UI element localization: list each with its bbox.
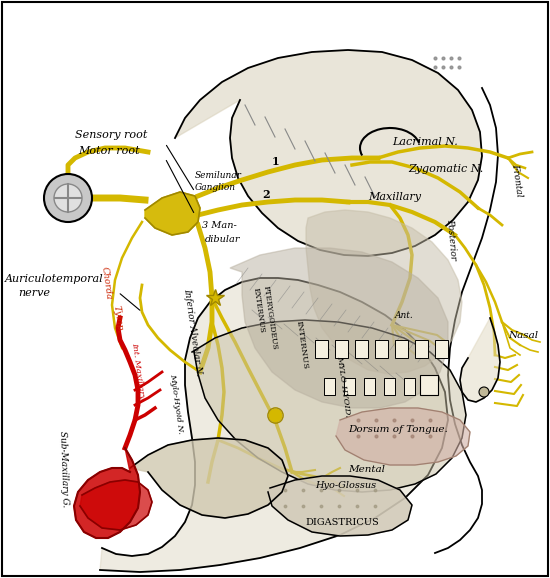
Polygon shape (230, 248, 448, 408)
Bar (395, 340, 408, 358)
Text: Ganglion: Ganglion (195, 183, 236, 192)
Text: Mental: Mental (348, 465, 385, 474)
Bar (420, 375, 438, 395)
Polygon shape (175, 50, 482, 256)
Text: Hyo-Glossus: Hyo-Glossus (315, 481, 376, 490)
Text: MYLO-HYOID.: MYLO-HYOID. (335, 355, 351, 417)
Text: Maxillary: Maxillary (368, 192, 421, 202)
Text: Semilunar: Semilunar (195, 171, 242, 180)
Text: Ant.: Ant. (395, 311, 414, 320)
Circle shape (479, 387, 489, 397)
Text: PTERYGOIDEUS
EXTERNUS: PTERYGOIDEUS EXTERNUS (252, 286, 278, 352)
Text: Sub-Maxillary G.: Sub-Maxillary G. (58, 431, 70, 507)
Text: 3 Man-: 3 Man- (202, 221, 236, 230)
Text: INTERNUS: INTERNUS (295, 320, 310, 370)
Text: Frontal: Frontal (510, 162, 524, 197)
Polygon shape (145, 192, 200, 235)
Polygon shape (74, 448, 140, 538)
Text: Sensory root: Sensory root (75, 130, 147, 140)
Polygon shape (306, 210, 462, 374)
Text: Posterior: Posterior (445, 218, 458, 260)
Circle shape (44, 174, 92, 222)
Polygon shape (268, 476, 412, 536)
Text: Motor root: Motor root (78, 146, 140, 156)
Bar (384, 378, 395, 395)
Text: Inferior Alveolar N.: Inferior Alveolar N. (182, 288, 203, 377)
Text: Tymp.: Tymp. (112, 305, 125, 334)
Polygon shape (130, 438, 288, 518)
Polygon shape (100, 278, 448, 572)
Text: 1: 1 (272, 156, 279, 167)
Bar (404, 378, 415, 395)
Text: Dorsum of Tongue.: Dorsum of Tongue. (348, 425, 448, 434)
Polygon shape (80, 480, 152, 530)
Text: Zygomatic N.: Zygomatic N. (408, 164, 483, 174)
Bar (375, 340, 388, 358)
Text: Auriculotemporal: Auriculotemporal (5, 274, 103, 284)
Text: 2: 2 (262, 189, 270, 200)
Bar (315, 340, 328, 358)
Bar (335, 340, 348, 358)
Text: Int. Maxillary: Int. Maxillary (130, 342, 146, 400)
Text: Lacrimal N.: Lacrimal N. (392, 137, 458, 147)
Bar (344, 378, 355, 395)
Text: Nasal: Nasal (508, 331, 538, 340)
Circle shape (54, 184, 82, 212)
Polygon shape (460, 318, 500, 402)
Bar (364, 378, 375, 395)
Bar (324, 378, 335, 395)
Text: nerve: nerve (18, 288, 50, 298)
Text: DIGASTRICUS: DIGASTRICUS (305, 518, 379, 527)
Bar (415, 340, 428, 358)
Bar (355, 340, 368, 358)
Text: dibular: dibular (205, 235, 240, 244)
Polygon shape (192, 320, 466, 492)
Text: Mylo-Hyoid N.: Mylo-Hyoid N. (168, 372, 184, 434)
Text: Chorda: Chorda (100, 266, 113, 300)
Bar (435, 340, 448, 358)
Polygon shape (336, 408, 470, 465)
